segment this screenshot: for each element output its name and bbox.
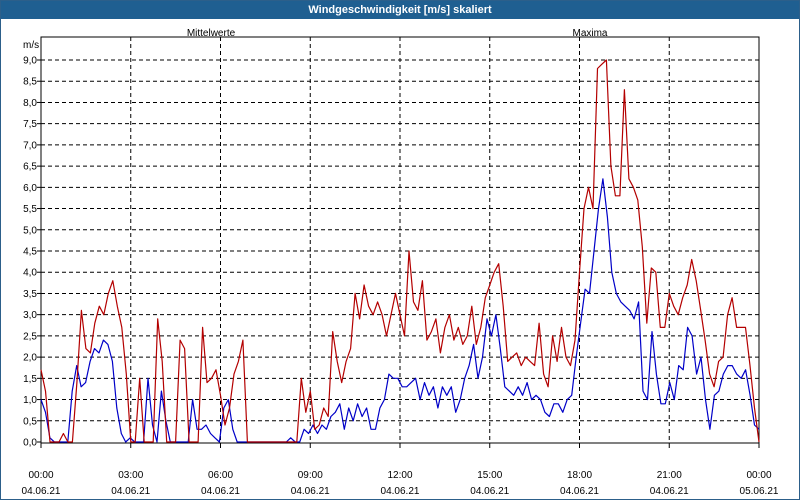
y-tick-label: 2,5 [23,331,37,342]
x-tick-date-label: 04.06.21 [111,486,150,497]
x-tick-time-label: 09:00 [298,470,323,481]
legend-max: Maxima [572,28,607,39]
x-tick-time-label: 12:00 [387,470,412,481]
x-tick-date-label: 04.06.21 [291,486,330,497]
x-tick-time-label: 00:00 [746,470,771,481]
x-tick-date-label: 04.06.21 [381,486,420,497]
y-tick-label: 3,0 [23,310,37,321]
series-line-mittelwerte [40,178,760,443]
x-tick-date-label: 04.06.21 [201,486,240,497]
x-tick-time-label: 21:00 [657,470,682,481]
x-axis: 00:00 04.06.21 03:00 04.06.21 06:00 04.06.21 0… [22,443,779,497]
window-title: Windgeschwindigkeit [m/s] skaliert [1,1,799,19]
y-tick-label: 4,5 [23,247,37,258]
y-tick-label: 5,5 [23,204,37,215]
y-tick-label: 0,5 [23,416,37,427]
y-tick-label: 8,0 [23,98,37,109]
y-tick-label: 7,0 [23,140,37,151]
y-tick-label: 9,0 [23,56,37,67]
y-tick-label: 2,0 [23,353,37,364]
y-tick-label: 3,5 [23,289,37,300]
x-tick-time-label: 15:00 [477,470,502,481]
x-tick-time-label: 06:00 [208,470,233,481]
y-tick-label: 1,0 [23,395,37,406]
x-tick-date-label: 04.06.21 [22,486,61,497]
x-tick-time-label: 03:00 [118,470,143,481]
y-tick-label: 7,5 [23,119,37,130]
x-tick-time-label: 00:00 [28,470,53,481]
y-tick-label: 4,0 [23,268,37,279]
y-tick-label: 1,5 [23,374,37,385]
y-tick-label: 8,5 [23,77,37,88]
y-axis-label: m/s [23,40,39,51]
y-tick-label: 6,5 [23,162,37,173]
x-tick-date-label: 05.06.21 [740,486,779,497]
y-tick-label: 0,0 [23,438,37,449]
y-tick-label: 5,0 [23,225,37,236]
series-lines [40,59,760,443]
x-tick-date-label: 04.06.21 [470,486,509,497]
series-line-maxima [40,59,760,443]
legend-mean: Mittelwerte [187,28,236,39]
x-tick-date-label: 04.06.21 [560,486,599,497]
x-tick-date-label: 04.06.21 [650,486,689,497]
x-tick-time-label: 18:00 [567,470,592,481]
y-tick-label: 6,0 [23,183,37,194]
y-axis: 0,0 0,5 1,0 1,5 2,0 2,5 3,0 3,5 4,0 4,5 5,0 5,5 6,0 6… [23,56,41,449]
